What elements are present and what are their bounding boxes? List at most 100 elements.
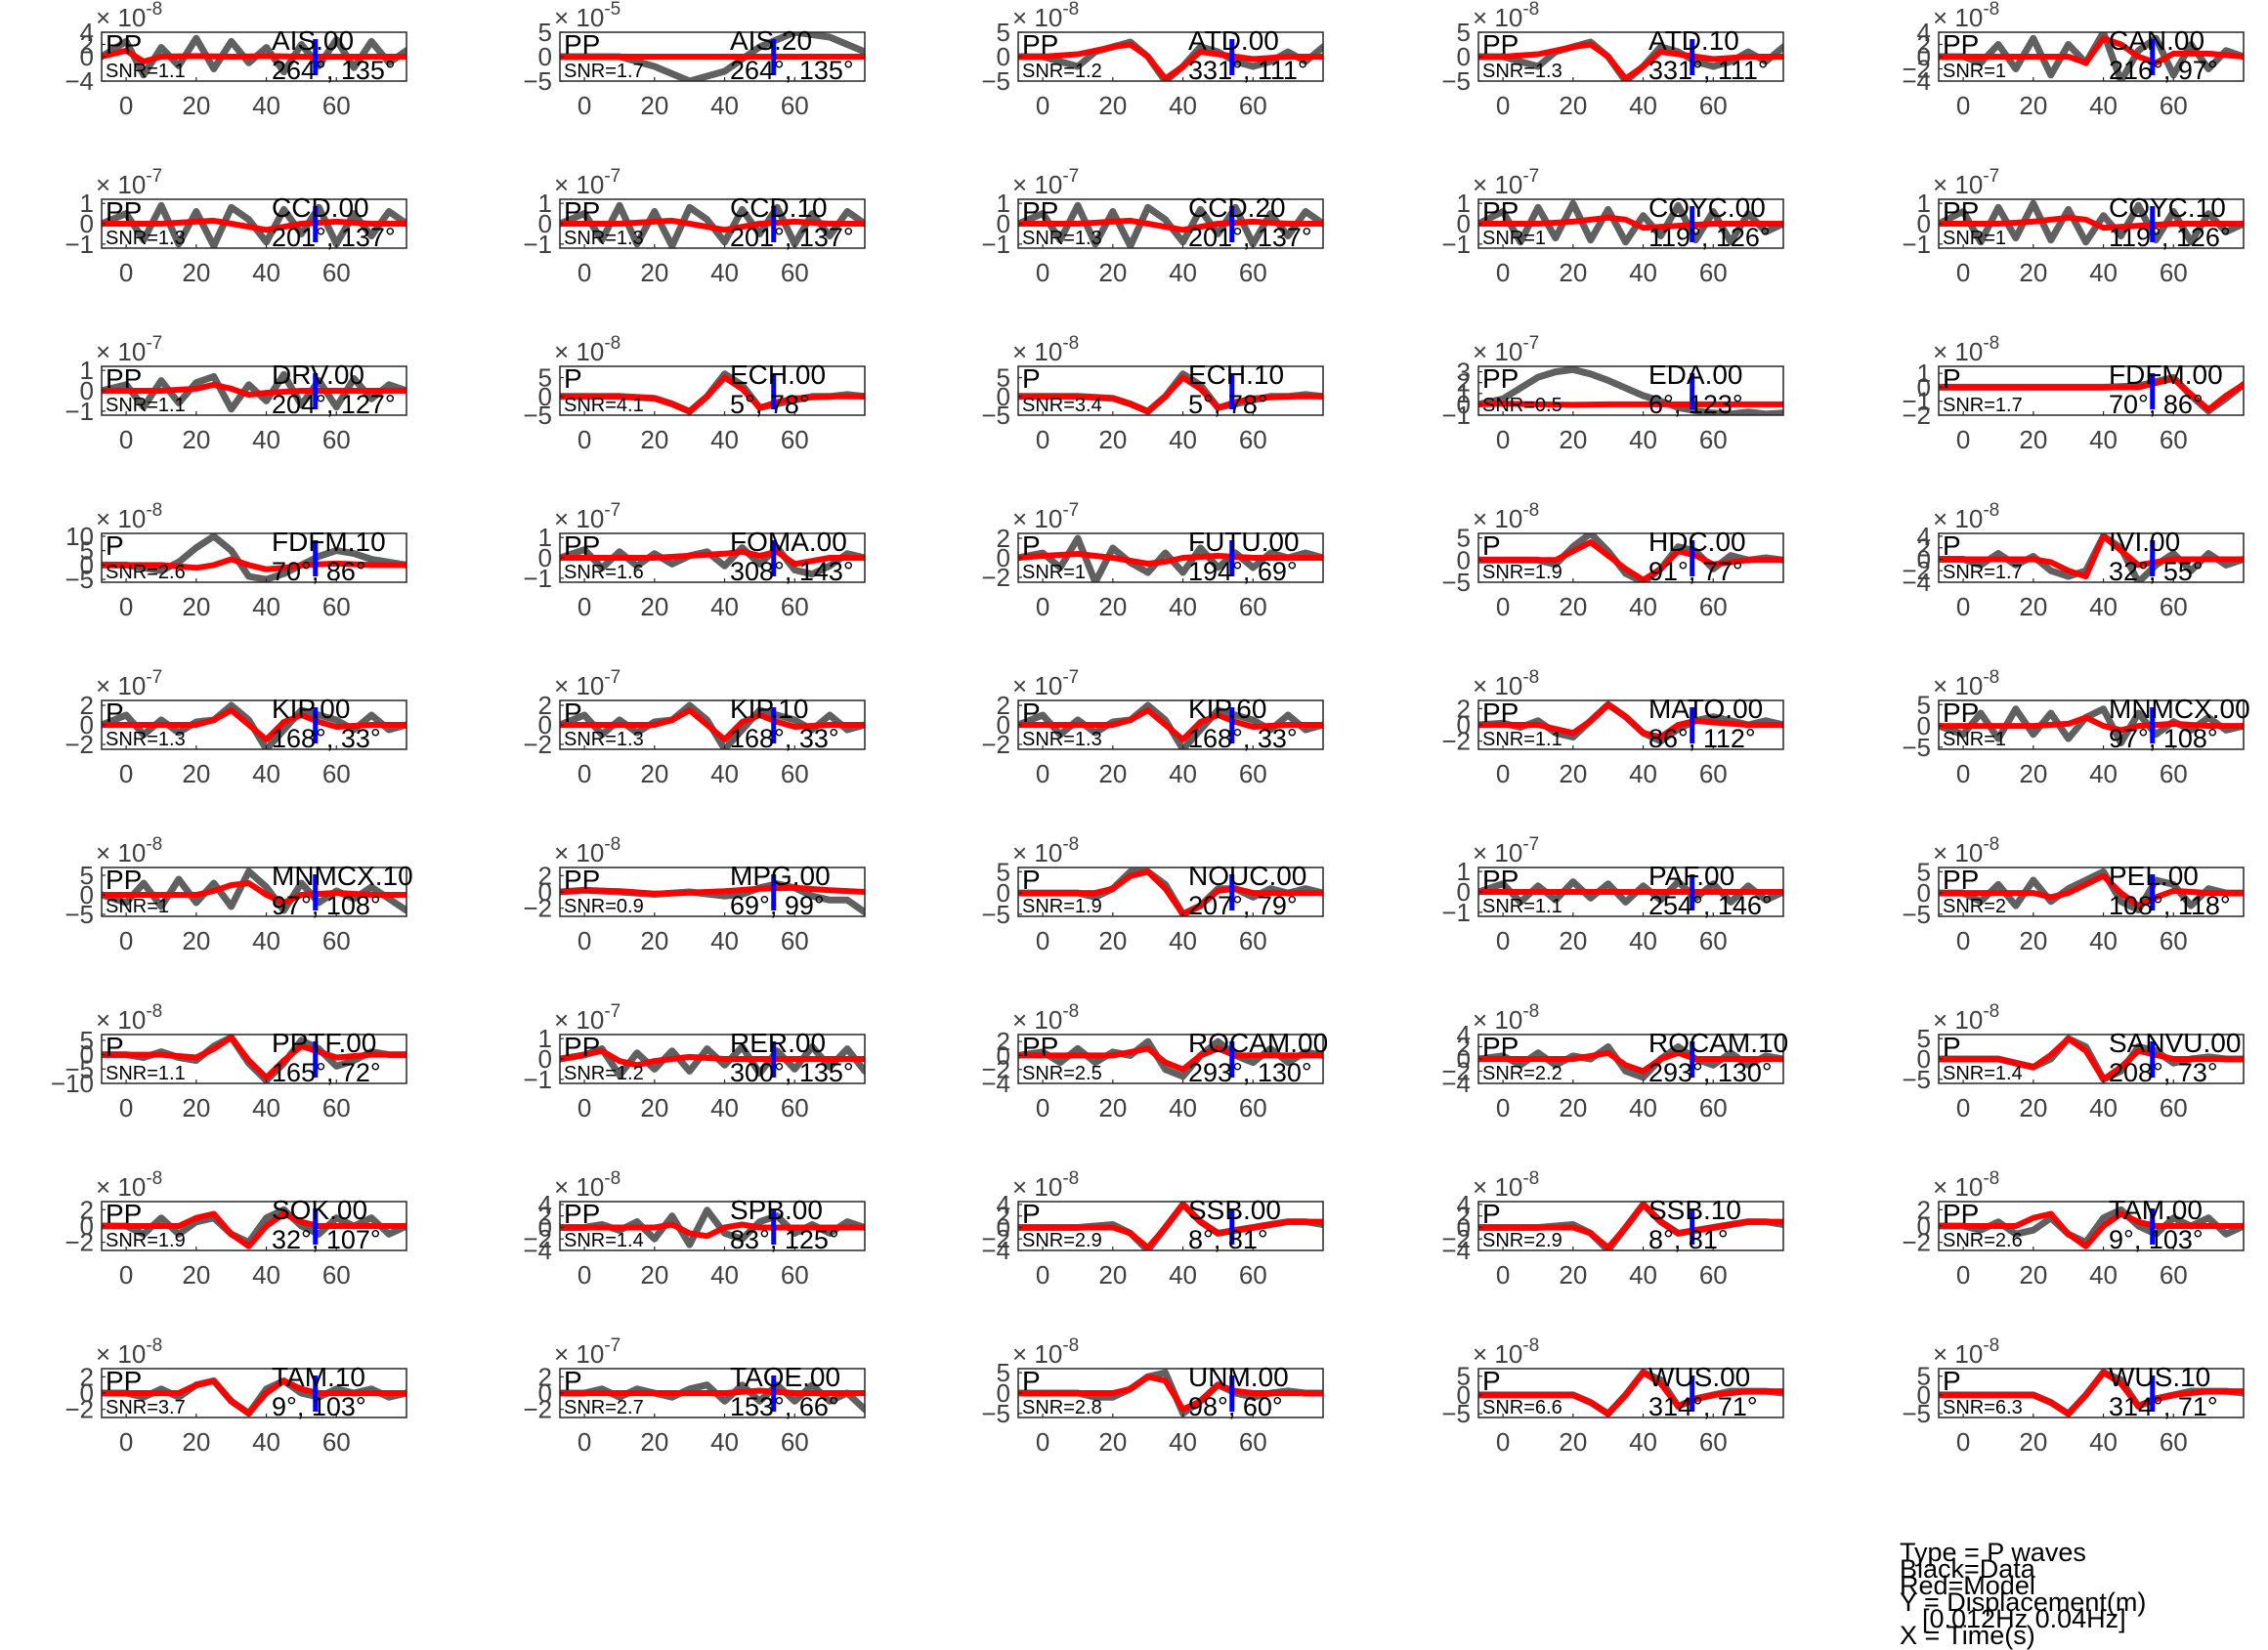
- snr-label: SNR=0.9: [564, 896, 644, 917]
- x-tick-label: 60: [322, 926, 351, 955]
- phase-label: PP: [564, 29, 600, 60]
- exponent-label: × 10-7: [554, 1001, 620, 1035]
- exponent-value: -7: [146, 667, 162, 688]
- y-tick-label: 1: [538, 1024, 552, 1053]
- x-tick-label: 0: [1496, 1427, 1510, 1457]
- y-tick-label: 2: [538, 861, 552, 890]
- y-tick-label: 0: [538, 382, 552, 411]
- exponent-label: × 10-8: [554, 1168, 620, 1202]
- snr-label: SNR=1.3: [564, 228, 644, 249]
- phase-label: P: [1022, 530, 1041, 561]
- x-tick-label: 0: [578, 91, 591, 120]
- phase-label: P: [564, 1366, 582, 1396]
- x-tick-label: 0: [578, 1260, 591, 1290]
- y-tick-label: −5: [1902, 900, 1931, 929]
- y-tick-label: −2: [523, 894, 552, 923]
- x-tick-label: 20: [182, 1260, 210, 1290]
- snr-label: SNR=1: [1482, 228, 1546, 249]
- y-tick-label: 0: [80, 42, 94, 71]
- y-tick-label: −2: [981, 1224, 1010, 1253]
- phase-label: PP: [564, 530, 600, 561]
- station-label: TAM.00: [2109, 1195, 2203, 1225]
- y-tick-label: 5: [1917, 857, 1931, 886]
- x-tick-label: 0: [1036, 1427, 1049, 1457]
- snr-label: SNR=2.2: [1482, 1063, 1562, 1084]
- phase-label: P: [1022, 1199, 1041, 1229]
- exponent-label: × 10-7: [1473, 166, 1539, 199]
- angles-label: 208°, 73°: [2109, 1058, 2218, 1087]
- model-trace: [1018, 1045, 1323, 1073]
- x-tick-label: 60: [781, 926, 809, 955]
- model-trace: [1018, 41, 1323, 81]
- snr-label: SNR=2.7: [564, 1397, 644, 1418]
- angles-label: 32°, 107°: [272, 1225, 381, 1254]
- angles-label: 70°, 86°: [2109, 390, 2204, 419]
- exponent-value: -8: [1983, 667, 1999, 688]
- x-tick-label: 60: [781, 258, 809, 287]
- axes-box: [1938, 1368, 2245, 1418]
- exponent-label: × 10-8: [1012, 1001, 1079, 1035]
- station-label: FDFM.10: [272, 527, 386, 557]
- x-tick-label: 20: [2019, 926, 2047, 955]
- angles-label: 314°, 71°: [1648, 1392, 1758, 1421]
- x-tick-label: 40: [1169, 759, 1197, 788]
- axes-box: [1017, 867, 1324, 917]
- exponent-label: × 10-8: [1473, 667, 1539, 700]
- y-tick-label: 0: [997, 1378, 1010, 1408]
- angles-label: 293°, 130°: [1648, 1058, 1773, 1087]
- exponent-label: × 10-8: [1933, 333, 1999, 366]
- x-tick-label: 20: [640, 258, 668, 287]
- y-tick-label: −2: [64, 1395, 94, 1424]
- snr-label: SNR=1.6: [564, 562, 644, 583]
- y-tick-label: 0: [538, 42, 552, 71]
- exponent-value: -7: [1522, 166, 1539, 187]
- y-tick-label: 2: [538, 1202, 552, 1231]
- station-label: COYC.10: [2109, 192, 2226, 223]
- x-tick-label: 40: [2089, 1093, 2118, 1122]
- exponent-label: × 10-8: [1012, 0, 1079, 32]
- model-trace: [102, 381, 407, 399]
- x-tick-label: 60: [1239, 592, 1267, 621]
- y-tick-label: 5: [538, 18, 552, 47]
- y-tick-label: 0: [538, 1044, 552, 1074]
- legend-frequency: [0.012Hz 0.04Hz]: [1922, 1604, 2126, 1633]
- snr-label: SNR=1.3: [1482, 61, 1562, 82]
- x-tick-label: 60: [1239, 926, 1267, 955]
- y-tick-label: 4: [80, 18, 94, 47]
- y-tick-label: 0: [1457, 1044, 1471, 1074]
- y-tick-label: −5: [1441, 568, 1471, 597]
- exponent-label: × 10-8: [554, 333, 620, 366]
- exponent-label: × 10-8: [1012, 1335, 1079, 1369]
- model-trace: [1478, 1202, 1783, 1250]
- y-tick-label: 2: [80, 30, 94, 60]
- y-tick-label: −5: [981, 66, 1010, 96]
- x-tick-label: 60: [1699, 759, 1728, 788]
- station-label: ECH.00: [730, 360, 826, 390]
- station-label: NOUC.00: [1188, 861, 1306, 891]
- snr-label: SNR=1: [106, 896, 169, 917]
- y-tick-label: 0: [1457, 390, 1471, 419]
- x-tick-label: 20: [1098, 1427, 1127, 1457]
- y-tick-label: −5: [981, 900, 1010, 929]
- y-tick-label: 0: [1917, 878, 1931, 908]
- y-tick-label: 5: [1457, 1362, 1471, 1391]
- axes-box: [1938, 867, 2245, 917]
- model-trace: [560, 374, 865, 415]
- exponent-value: -8: [1983, 1335, 1999, 1356]
- snr-label: SNR=1.3: [1022, 228, 1102, 249]
- data-trace: [1939, 867, 2244, 913]
- phase-label: PP: [106, 196, 142, 227]
- exponent-label: × 10-7: [1012, 667, 1079, 700]
- x-tick-label: 40: [1169, 926, 1197, 955]
- x-tick-label: 60: [781, 592, 809, 621]
- phase-label: PP: [1482, 196, 1519, 227]
- exponent-value: -8: [1522, 500, 1539, 521]
- station-label: ROCAM.10: [1648, 1028, 1788, 1058]
- model-trace: [1939, 1210, 2244, 1249]
- axes-box: [1477, 1368, 1784, 1418]
- exponent-value: -8: [1983, 0, 1999, 20]
